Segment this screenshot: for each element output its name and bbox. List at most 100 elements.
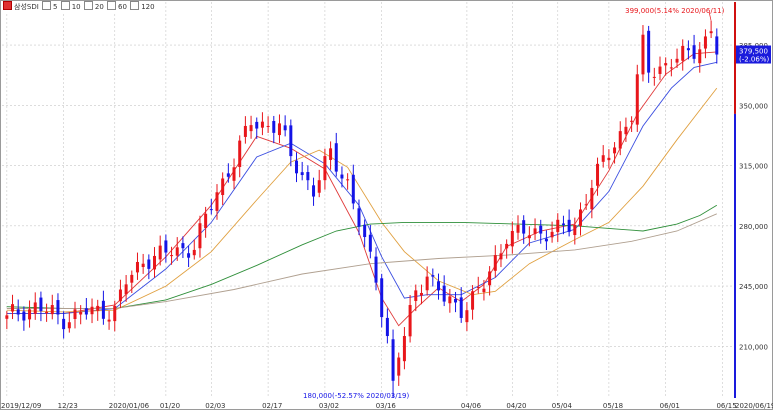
candle-body	[573, 224, 577, 236]
candle-body	[62, 318, 66, 330]
candle-body	[567, 219, 571, 232]
candle-body	[56, 300, 60, 315]
candle-body	[79, 311, 83, 315]
candle-body	[624, 126, 628, 135]
legend-ma5-checkbox-icon[interactable]	[42, 1, 52, 10]
x-tick-label-end: 2020/06/19	[735, 402, 773, 410]
candle-body	[11, 304, 15, 312]
candle-body	[118, 289, 122, 302]
y-tick-label: 315,000	[739, 163, 768, 171]
candle-body	[601, 155, 605, 162]
candle-body	[45, 311, 49, 314]
candle-body	[300, 172, 304, 176]
candle-body	[209, 209, 213, 211]
candle-body	[692, 45, 696, 59]
y-tick-label: 245,000	[739, 283, 768, 291]
ma20-line	[6, 87, 718, 313]
x-tick-label: 12/23	[58, 402, 78, 410]
candle-body	[561, 223, 565, 225]
candle-body	[499, 253, 503, 260]
candle-body	[283, 125, 287, 131]
candle-body	[436, 281, 440, 291]
candle-body	[488, 271, 492, 286]
candle-body	[198, 223, 202, 249]
candle-body	[471, 291, 475, 310]
candle-body	[590, 187, 594, 210]
candle-body	[368, 234, 372, 252]
candle-body	[289, 125, 293, 157]
x-tick-label: 05/18	[603, 402, 623, 410]
candle-body	[448, 296, 452, 304]
candle-body	[374, 256, 378, 283]
x-tick-label: 03/02	[319, 402, 339, 410]
candle-body	[295, 160, 299, 174]
candle-body	[255, 121, 259, 129]
y-tick-label: 280,000	[739, 223, 768, 231]
candle-body	[187, 253, 191, 258]
candle-body	[221, 178, 225, 196]
ma60-line	[6, 204, 718, 309]
legend-ma5-label: 5	[53, 3, 58, 11]
candle-body	[96, 305, 100, 311]
candle-body	[181, 243, 185, 249]
candle-body	[84, 308, 88, 315]
candle-body	[618, 131, 622, 149]
candle-body	[130, 274, 134, 283]
candle-body	[192, 249, 196, 256]
legend-ma120-checkbox-icon[interactable]	[130, 1, 140, 10]
candle-body	[391, 339, 395, 381]
x-tick-label: 2020/01/06	[109, 402, 150, 410]
candle-body	[380, 278, 384, 318]
current-change-label: (-2.06%)	[739, 56, 769, 64]
candle-body	[630, 120, 634, 122]
candle-body	[323, 156, 327, 181]
candle-body	[363, 224, 367, 238]
candle-body	[340, 174, 344, 179]
candle-body	[329, 148, 333, 160]
candle-body	[454, 298, 458, 303]
x-tick-label: 02/17	[262, 402, 282, 410]
candle-body	[164, 240, 168, 253]
legend-symbol-checkbox-icon[interactable]	[3, 1, 12, 10]
legend-ma60-checkbox-icon[interactable]	[107, 1, 117, 10]
candle-body	[556, 219, 560, 233]
current-price-box	[736, 45, 771, 64]
candle-body	[33, 302, 37, 314]
ma120-line	[6, 213, 717, 309]
legend-ma10-checkbox-icon[interactable]	[60, 1, 70, 10]
candle-body	[90, 306, 94, 315]
x-tick-label: 05/04	[552, 402, 573, 410]
candle-body	[260, 121, 264, 128]
candle-body	[135, 261, 139, 273]
candle-body	[527, 235, 531, 239]
candle-body	[141, 263, 145, 268]
x-tick-label: 02/03	[205, 402, 225, 410]
candle-body	[465, 310, 469, 323]
x-tick-label: 06/15	[716, 402, 736, 410]
candle-body	[317, 180, 321, 193]
candle-body	[73, 309, 77, 320]
candle-body	[596, 163, 600, 186]
candle-body	[675, 58, 679, 63]
candle-body	[686, 48, 690, 51]
candle-body	[652, 76, 656, 78]
candle-body	[124, 284, 128, 295]
legend-ma60-label: 60	[118, 3, 127, 11]
candle-body	[658, 66, 662, 74]
max-annotation-leader	[708, 11, 712, 22]
candle-body	[16, 309, 20, 315]
candle-body	[385, 317, 389, 337]
candle-body	[584, 204, 588, 206]
candle-body	[698, 49, 702, 64]
candle-body	[170, 255, 174, 257]
legend-ma20-checkbox-icon[interactable]	[83, 1, 93, 10]
candle-body	[215, 192, 219, 211]
candle-body	[442, 285, 446, 302]
legend-ma10-label: 10	[71, 3, 81, 11]
y-tick-label: 210,000	[739, 343, 768, 351]
candle-body	[425, 276, 429, 291]
candle-body	[238, 140, 242, 168]
